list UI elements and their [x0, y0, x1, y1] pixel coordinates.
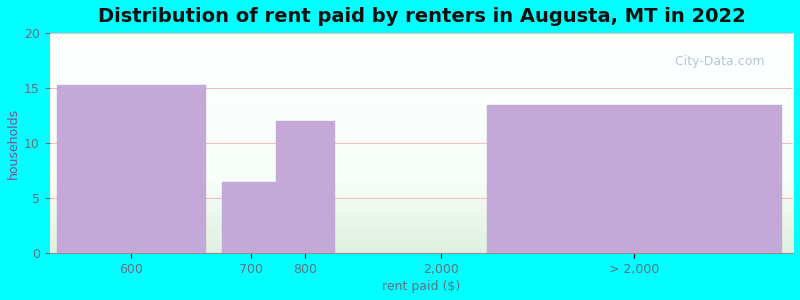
Text: City-Data.com: City-Data.com: [666, 55, 764, 68]
Bar: [222, 182, 280, 253]
Bar: [487, 105, 782, 253]
Y-axis label: households: households: [7, 107, 20, 179]
Bar: [276, 121, 334, 253]
X-axis label: rent paid ($): rent paid ($): [382, 280, 461, 293]
Bar: [58, 85, 205, 253]
Title: Distribution of rent paid by renters in Augusta, MT in 2022: Distribution of rent paid by renters in …: [98, 7, 746, 26]
